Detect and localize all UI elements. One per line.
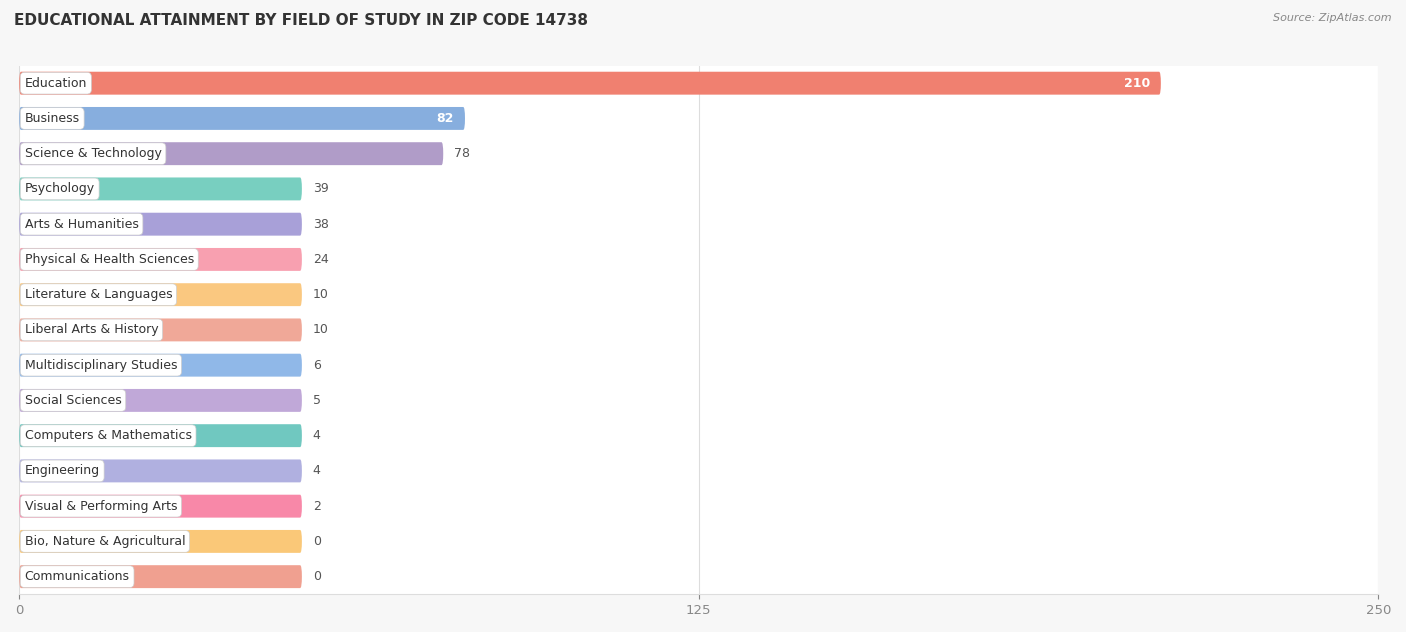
FancyBboxPatch shape (20, 213, 302, 236)
Text: Visual & Performing Arts: Visual & Performing Arts (25, 500, 177, 513)
FancyBboxPatch shape (20, 142, 443, 165)
Text: 0: 0 (312, 535, 321, 548)
Text: Arts & Humanities: Arts & Humanities (25, 217, 139, 231)
Text: EDUCATIONAL ATTAINMENT BY FIELD OF STUDY IN ZIP CODE 14738: EDUCATIONAL ATTAINMENT BY FIELD OF STUDY… (14, 13, 588, 28)
FancyBboxPatch shape (20, 565, 302, 588)
FancyBboxPatch shape (20, 178, 302, 200)
Bar (20, 453, 1378, 489)
FancyBboxPatch shape (20, 530, 302, 553)
Text: 4: 4 (312, 465, 321, 477)
Text: 6: 6 (312, 359, 321, 372)
Text: Science & Technology: Science & Technology (25, 147, 162, 160)
Text: Multidisciplinary Studies: Multidisciplinary Studies (25, 359, 177, 372)
Text: Engineering: Engineering (25, 465, 100, 477)
Text: 82: 82 (437, 112, 454, 125)
FancyBboxPatch shape (20, 248, 302, 271)
FancyBboxPatch shape (20, 283, 302, 306)
Text: Psychology: Psychology (25, 183, 94, 195)
Bar (20, 312, 1378, 348)
Bar (20, 242, 1378, 277)
Text: 24: 24 (312, 253, 329, 266)
Text: 39: 39 (312, 183, 329, 195)
Text: Computers & Mathematics: Computers & Mathematics (25, 429, 191, 442)
Bar (20, 171, 1378, 207)
Text: Social Sciences: Social Sciences (25, 394, 121, 407)
Text: 2: 2 (312, 500, 321, 513)
Bar (20, 277, 1378, 312)
Text: 210: 210 (1123, 76, 1150, 90)
Text: Literature & Languages: Literature & Languages (25, 288, 173, 301)
Bar (20, 489, 1378, 524)
FancyBboxPatch shape (20, 389, 302, 412)
FancyBboxPatch shape (20, 495, 302, 518)
Text: Source: ZipAtlas.com: Source: ZipAtlas.com (1274, 13, 1392, 23)
Bar (20, 559, 1378, 594)
Text: 78: 78 (454, 147, 470, 160)
Bar (20, 101, 1378, 136)
FancyBboxPatch shape (20, 319, 302, 341)
Bar (20, 136, 1378, 171)
FancyBboxPatch shape (20, 459, 302, 482)
Text: Education: Education (25, 76, 87, 90)
Text: 5: 5 (312, 394, 321, 407)
Text: Communications: Communications (25, 570, 129, 583)
Text: Physical & Health Sciences: Physical & Health Sciences (25, 253, 194, 266)
Text: 0: 0 (312, 570, 321, 583)
Bar (20, 383, 1378, 418)
FancyBboxPatch shape (20, 424, 302, 447)
Text: Business: Business (25, 112, 80, 125)
Bar (20, 66, 1378, 101)
Text: 10: 10 (312, 288, 329, 301)
FancyBboxPatch shape (20, 354, 302, 377)
Text: Bio, Nature & Agricultural: Bio, Nature & Agricultural (25, 535, 186, 548)
Bar (20, 207, 1378, 242)
Text: 4: 4 (312, 429, 321, 442)
Text: 38: 38 (312, 217, 329, 231)
Text: 10: 10 (312, 324, 329, 336)
Bar (20, 418, 1378, 453)
Text: Liberal Arts & History: Liberal Arts & History (25, 324, 159, 336)
FancyBboxPatch shape (20, 107, 465, 130)
FancyBboxPatch shape (20, 71, 1161, 95)
Bar (20, 348, 1378, 383)
Bar (20, 524, 1378, 559)
